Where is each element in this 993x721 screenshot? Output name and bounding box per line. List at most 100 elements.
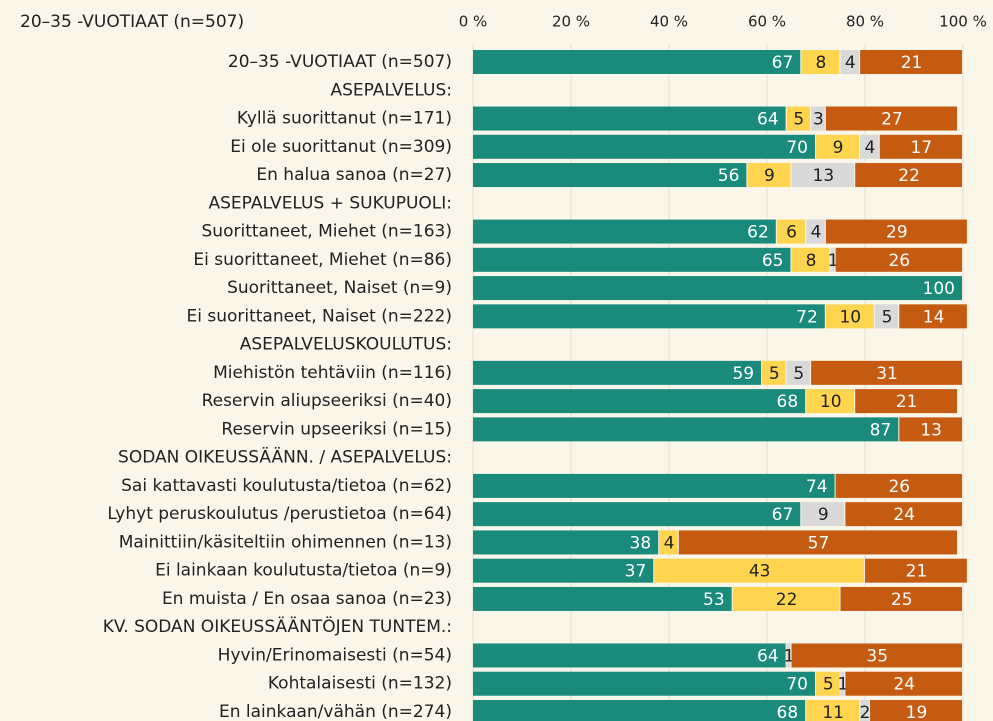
bar-segment — [654, 558, 864, 583]
value-label: 24 — [893, 675, 915, 695]
bar-segment — [835, 473, 962, 498]
bar-segment — [786, 106, 811, 131]
category-label: Miehistön tehtäviin (n=116) — [213, 363, 452, 383]
bar-segment — [473, 50, 801, 74]
value-label: 13 — [920, 420, 942, 440]
value-label: 70 — [786, 675, 808, 695]
bar-segment — [899, 304, 967, 329]
bar-segment — [840, 671, 845, 696]
bar-segment — [845, 671, 962, 696]
bar-segment — [879, 134, 962, 159]
value-label: 2 — [860, 703, 871, 721]
category-label: Mainittiin/käsiteltiin ohimennen (n=13) — [119, 532, 452, 552]
category-label: Ei ole suorittanut (n=309) — [230, 137, 452, 157]
value-label: 5 — [882, 307, 893, 327]
bar-segment — [473, 219, 776, 244]
bar-segment — [865, 558, 967, 583]
category-label: Ei suorittaneet, Naiset (n=222) — [186, 306, 452, 326]
value-label: 21 — [901, 53, 923, 73]
value-label: 1 — [828, 251, 839, 271]
bar-segment — [869, 699, 962, 721]
x-tick-label: 80 % — [846, 13, 884, 31]
value-label: 62 — [747, 223, 769, 243]
bar-segment — [776, 219, 806, 244]
value-label: 38 — [630, 533, 652, 553]
value-label: 5 — [793, 110, 804, 130]
category-label: Suorittaneet, Naiset (n=9) — [227, 278, 452, 298]
value-label: 37 — [625, 562, 647, 582]
bar-segment — [732, 586, 840, 611]
bar-segment — [860, 134, 879, 159]
bar-segment — [659, 530, 678, 555]
bar-segment — [874, 304, 899, 329]
value-label: 35 — [866, 646, 888, 666]
category-label: Kyllä suorittanut (n=171) — [237, 109, 452, 129]
bar-segment — [801, 502, 845, 527]
value-label: 8 — [815, 53, 826, 73]
bar-segment — [473, 643, 786, 668]
bar-segment — [473, 473, 835, 498]
value-label: 5 — [823, 675, 834, 695]
value-label: 64 — [757, 646, 779, 666]
value-label: 24 — [893, 505, 915, 525]
bar-segment — [806, 219, 825, 244]
value-label: 22 — [776, 590, 798, 610]
bar-segment — [806, 389, 855, 414]
bar-segment — [786, 643, 791, 668]
category-label: Kohtalaisesti (n=132) — [268, 674, 452, 694]
value-label: 26 — [888, 251, 910, 271]
value-label: 13 — [813, 166, 835, 186]
category-label: Suorittaneet, Miehet (n=163) — [202, 222, 452, 242]
value-label: 14 — [923, 307, 945, 327]
value-label: 10 — [839, 307, 861, 327]
x-tick-label: 20 % — [552, 13, 590, 31]
value-label: 57 — [808, 533, 830, 553]
value-label: 9 — [818, 505, 829, 525]
bar-segment — [473, 417, 899, 442]
category-label: Reservin upseeriksi (n=15) — [221, 419, 452, 439]
value-label: 25 — [891, 590, 913, 610]
bar-segment — [830, 247, 835, 272]
bar-segment — [473, 276, 962, 301]
bar-segment — [473, 304, 825, 329]
bar-segment — [473, 360, 762, 385]
value-label: 4 — [845, 53, 856, 73]
bar-segment — [816, 671, 840, 696]
bar-segment — [801, 50, 840, 74]
bar-segment — [845, 502, 962, 527]
bar-segment — [835, 247, 962, 272]
value-label: 74 — [806, 477, 828, 497]
value-label: 53 — [703, 590, 725, 610]
bar-segment — [811, 106, 825, 131]
value-label: 27 — [881, 110, 903, 130]
value-label: 29 — [886, 223, 908, 243]
bar-segment — [473, 106, 786, 131]
bar-segment — [747, 163, 791, 188]
bar-segment — [791, 643, 962, 668]
x-tick-label: 40 % — [650, 13, 688, 31]
bar-segment — [816, 134, 860, 159]
value-label: 10 — [820, 392, 842, 412]
bar-segment — [678, 530, 958, 555]
bar-segment — [473, 134, 815, 159]
bar-segment — [473, 699, 806, 721]
bar-segment — [473, 530, 659, 555]
bar-segment — [811, 360, 962, 385]
value-label: 31 — [876, 364, 898, 384]
value-label: 9 — [764, 166, 775, 186]
bar-segment — [825, 304, 874, 329]
bar-segment — [786, 360, 811, 385]
category-label: 20–35 -VUOTIAAT (n=507) — [228, 52, 452, 72]
category-label: En lainkaan/vähän (n=274) — [219, 702, 452, 721]
value-label: 8 — [806, 251, 817, 271]
value-label: 11 — [822, 703, 844, 721]
value-label: 1 — [838, 675, 849, 695]
category-label: Reservin aliupseeriksi (n=40) — [202, 391, 452, 411]
category-label: Sai kattavasti koulutusta/tietoa (n=62) — [121, 476, 452, 496]
bar-segment — [791, 163, 855, 188]
value-label: 72 — [796, 307, 818, 327]
bar-segment — [473, 586, 732, 611]
value-label: 4 — [811, 223, 822, 243]
value-label: 26 — [888, 477, 910, 497]
